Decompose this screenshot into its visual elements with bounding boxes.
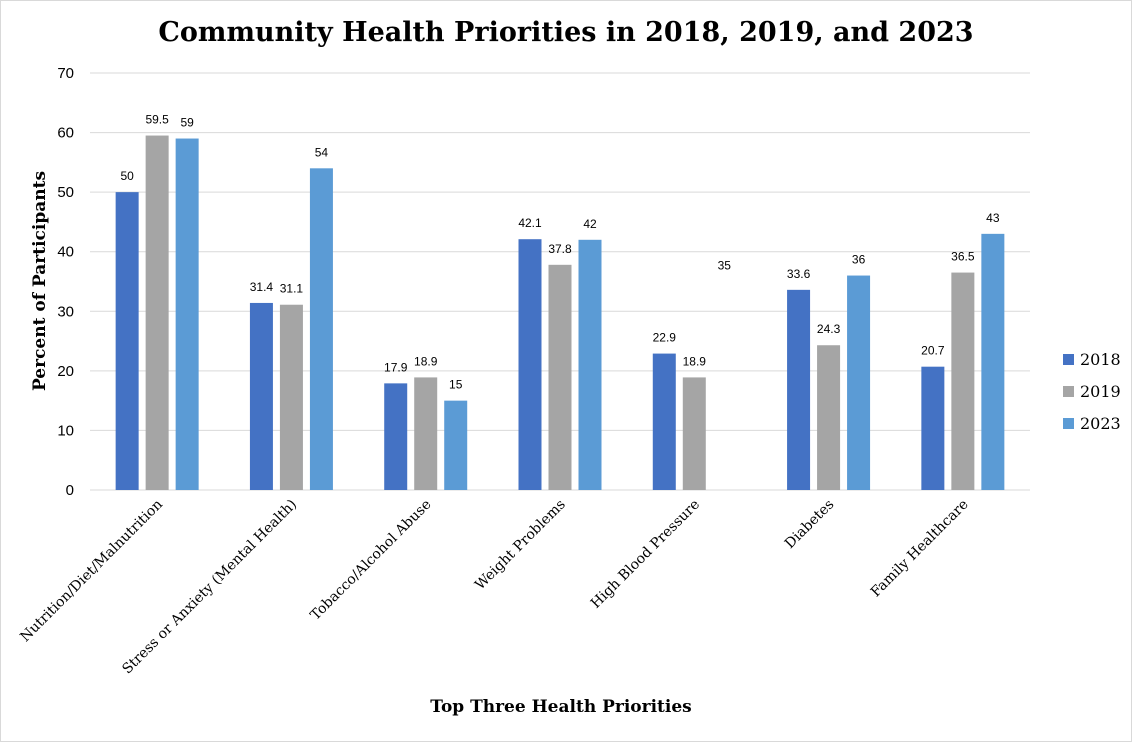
y-tick-label: 10 <box>57 422 74 439</box>
legend: 2018 2019 2023 <box>1063 350 1121 433</box>
y-tick-label: 0 <box>66 482 74 499</box>
data-label: 33.6 <box>787 267 811 281</box>
x-tick-label: Diabetes <box>782 497 837 552</box>
data-label: 59 <box>180 116 194 130</box>
data-label: 37.8 <box>548 242 572 256</box>
x-tick-label: Tobacco/Alcohol Abuse <box>308 497 435 624</box>
bar-2019 <box>951 272 975 490</box>
x-tick-label: Nutrition/Diet/Malnutrition <box>17 497 166 646</box>
bar-2018 <box>249 302 273 490</box>
data-label: 24.3 <box>817 322 841 336</box>
y-tick-label: 60 <box>57 125 74 142</box>
y-tick-label: 50 <box>57 184 74 201</box>
data-label: 18.9 <box>683 354 707 368</box>
data-label: 15 <box>449 378 463 392</box>
bar-2023 <box>175 138 199 490</box>
legend-swatch <box>1063 386 1074 397</box>
data-label: 42 <box>583 217 597 231</box>
bar-2018 <box>652 353 676 490</box>
bar-2023 <box>981 233 1005 491</box>
legend-label: 2019 <box>1080 382 1121 401</box>
bar-2019 <box>145 135 169 491</box>
x-tick-label: Weight Problems <box>472 497 569 594</box>
data-label: 36 <box>852 253 866 267</box>
bar-2018 <box>384 383 408 490</box>
chart-title: Community Health Priorities in 2018, 201… <box>158 17 973 48</box>
y-tick-label: 30 <box>57 303 74 320</box>
bar-2019 <box>279 304 303 490</box>
bar-2019 <box>414 377 438 490</box>
y-tick-label: 70 <box>57 65 74 82</box>
bar-2023 <box>578 239 602 490</box>
y-axis-title: Percent of Participants <box>30 171 50 391</box>
data-label: 20.7 <box>921 344 945 358</box>
data-label: 36.5 <box>951 250 975 264</box>
bar-2018 <box>518 239 542 490</box>
data-label: 18.9 <box>414 354 438 368</box>
data-label: 50 <box>120 169 134 183</box>
x-tick-label: Family Healthcare <box>868 497 972 601</box>
bar-2019 <box>548 264 572 490</box>
x-axis-title: Top Three Health Priorities <box>430 697 692 717</box>
y-tick-label: 20 <box>57 363 74 380</box>
data-label: 17.9 <box>384 360 408 374</box>
bar-2018 <box>115 192 139 490</box>
bar-2023 <box>309 168 333 491</box>
data-label: 31.1 <box>280 282 304 296</box>
data-label: 59.5 <box>145 113 169 127</box>
y-axis-ticks: 0 10 20 30 40 50 60 70 <box>57 65 74 499</box>
bars <box>115 135 1005 491</box>
bar-2023 <box>444 400 468 490</box>
y-tick-label: 40 <box>57 244 74 261</box>
legend-swatch <box>1063 418 1074 429</box>
data-label: 42.1 <box>518 216 542 230</box>
x-tick-label: High Blood Pressure <box>588 497 703 612</box>
data-label: 43 <box>986 211 1000 225</box>
data-label: 35 <box>718 259 732 273</box>
data-label: 31.4 <box>250 280 274 294</box>
legend-label: 2023 <box>1080 414 1121 433</box>
bar-2023 <box>847 275 871 490</box>
bar-2019 <box>817 345 841 490</box>
legend-swatch <box>1063 354 1074 365</box>
data-label: 22.9 <box>653 331 677 345</box>
bar-2018 <box>787 289 811 490</box>
data-label: 54 <box>315 145 329 159</box>
legend-label: 2018 <box>1080 350 1121 369</box>
bar-2018 <box>921 366 945 490</box>
data-labels: 50 59.5 59 31.4 31.1 54 17.9 18.9 15 42.1 37.8 42 22… <box>120 113 999 392</box>
bar-2019 <box>682 377 706 490</box>
